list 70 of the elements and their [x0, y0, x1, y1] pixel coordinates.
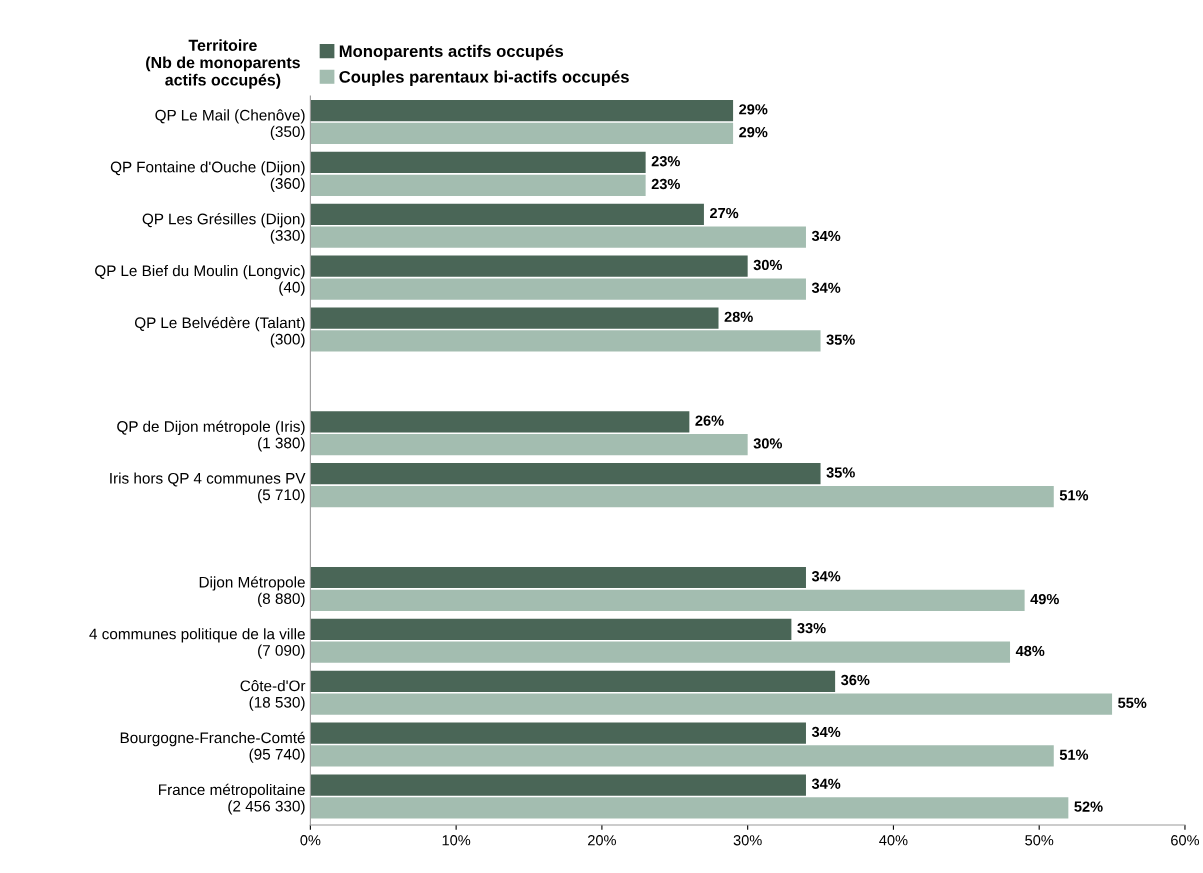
x-tick-label: 60% — [1171, 835, 1200, 846]
bar — [310, 722, 806, 744]
bar — [310, 463, 821, 485]
bar — [310, 151, 646, 174]
bar — [310, 670, 836, 692]
bar — [310, 641, 1011, 663]
y-tick-label: Dijon Métropole (8 880) — [199, 576, 305, 608]
data-label: 35% — [826, 467, 855, 478]
bar — [310, 411, 690, 433]
y-tick-label: QP Le Belvédère (Talant) (300) — [134, 316, 305, 348]
data-label: 34% — [811, 282, 841, 293]
x-tick-label: 50% — [1025, 835, 1054, 846]
bar — [310, 774, 806, 796]
bar — [310, 255, 748, 277]
data-label: 49% — [1030, 593, 1059, 605]
y-tick-label: QP de Dijon métropole (Iris) (1 380) — [117, 420, 305, 452]
y-tick-label: QP Le Bief du Moulin (Longvic) (40) — [95, 264, 305, 296]
data-label: 51% — [1059, 749, 1089, 760]
y-tick-label: QP Fontaine d'Ouche (Dijon) (360) — [110, 161, 305, 192]
y-tick-label: France métropolitaine (2 456 330) — [159, 783, 305, 815]
data-label: 29% — [739, 126, 768, 138]
y-axis-title: Territoire (Nb de monoparents actifs occupés) — [146, 39, 300, 89]
x-tick-label: 0% — [300, 835, 321, 846]
data-label: 34% — [811, 571, 841, 582]
x-tick-label: 10% — [442, 835, 471, 846]
x-tick-label: 20% — [588, 835, 616, 846]
y-tick-label: Bourgogne-Franche-Comté (95 740) — [120, 731, 305, 763]
y-tick-label: 4 communes politique de la ville (7 090) — [89, 628, 305, 659]
data-label: 52% — [1074, 801, 1103, 812]
x-tick-label: 40% — [879, 835, 908, 846]
y-tick-label: Côte-d'Or (18 530) — [240, 679, 306, 711]
data-label: 48% — [1015, 645, 1045, 657]
bar — [310, 330, 821, 352]
data-label: 27% — [710, 207, 739, 219]
y-tick-label: QP Le Mail (Chenôve) (350) — [155, 109, 305, 141]
legend-label: Monoparents actifs occupés — [339, 44, 564, 61]
bar — [310, 745, 1054, 767]
data-label: 23% — [651, 178, 680, 190]
bar — [310, 122, 734, 144]
data-label: 30% — [753, 438, 783, 449]
data-label: 51% — [1059, 490, 1089, 501]
bar — [310, 307, 719, 329]
bar — [310, 174, 646, 196]
data-label: 33% — [797, 622, 826, 634]
data-label: 30% — [753, 259, 783, 271]
x-tick-label: 30% — [733, 835, 762, 846]
bar — [310, 434, 748, 456]
data-label: 29% — [739, 104, 768, 115]
legend-label: Couples parentaux bi-actifs occupés — [339, 70, 629, 87]
bar — [310, 99, 734, 122]
y-tick-label: Iris hors QP 4 communes PV (5 710) — [110, 472, 306, 504]
data-label: 34% — [811, 726, 841, 738]
bar — [310, 589, 1025, 611]
data-label: 23% — [651, 156, 680, 167]
y-tick-label: QP Les Grésilles (Dijon) (330) — [142, 212, 305, 244]
bar — [310, 693, 1113, 715]
data-label: 55% — [1118, 697, 1147, 709]
bar — [310, 226, 806, 248]
bar — [310, 203, 704, 225]
bar — [310, 618, 792, 640]
data-label: 35% — [826, 334, 855, 345]
bar — [310, 566, 806, 589]
data-label: 36% — [841, 674, 870, 686]
data-label: 28% — [724, 311, 753, 322]
bar — [310, 278, 806, 300]
data-label: 34% — [811, 230, 841, 242]
bar — [310, 797, 1069, 819]
data-label: 34% — [811, 778, 841, 789]
data-label: 26% — [695, 415, 724, 426]
bar — [310, 485, 1054, 508]
